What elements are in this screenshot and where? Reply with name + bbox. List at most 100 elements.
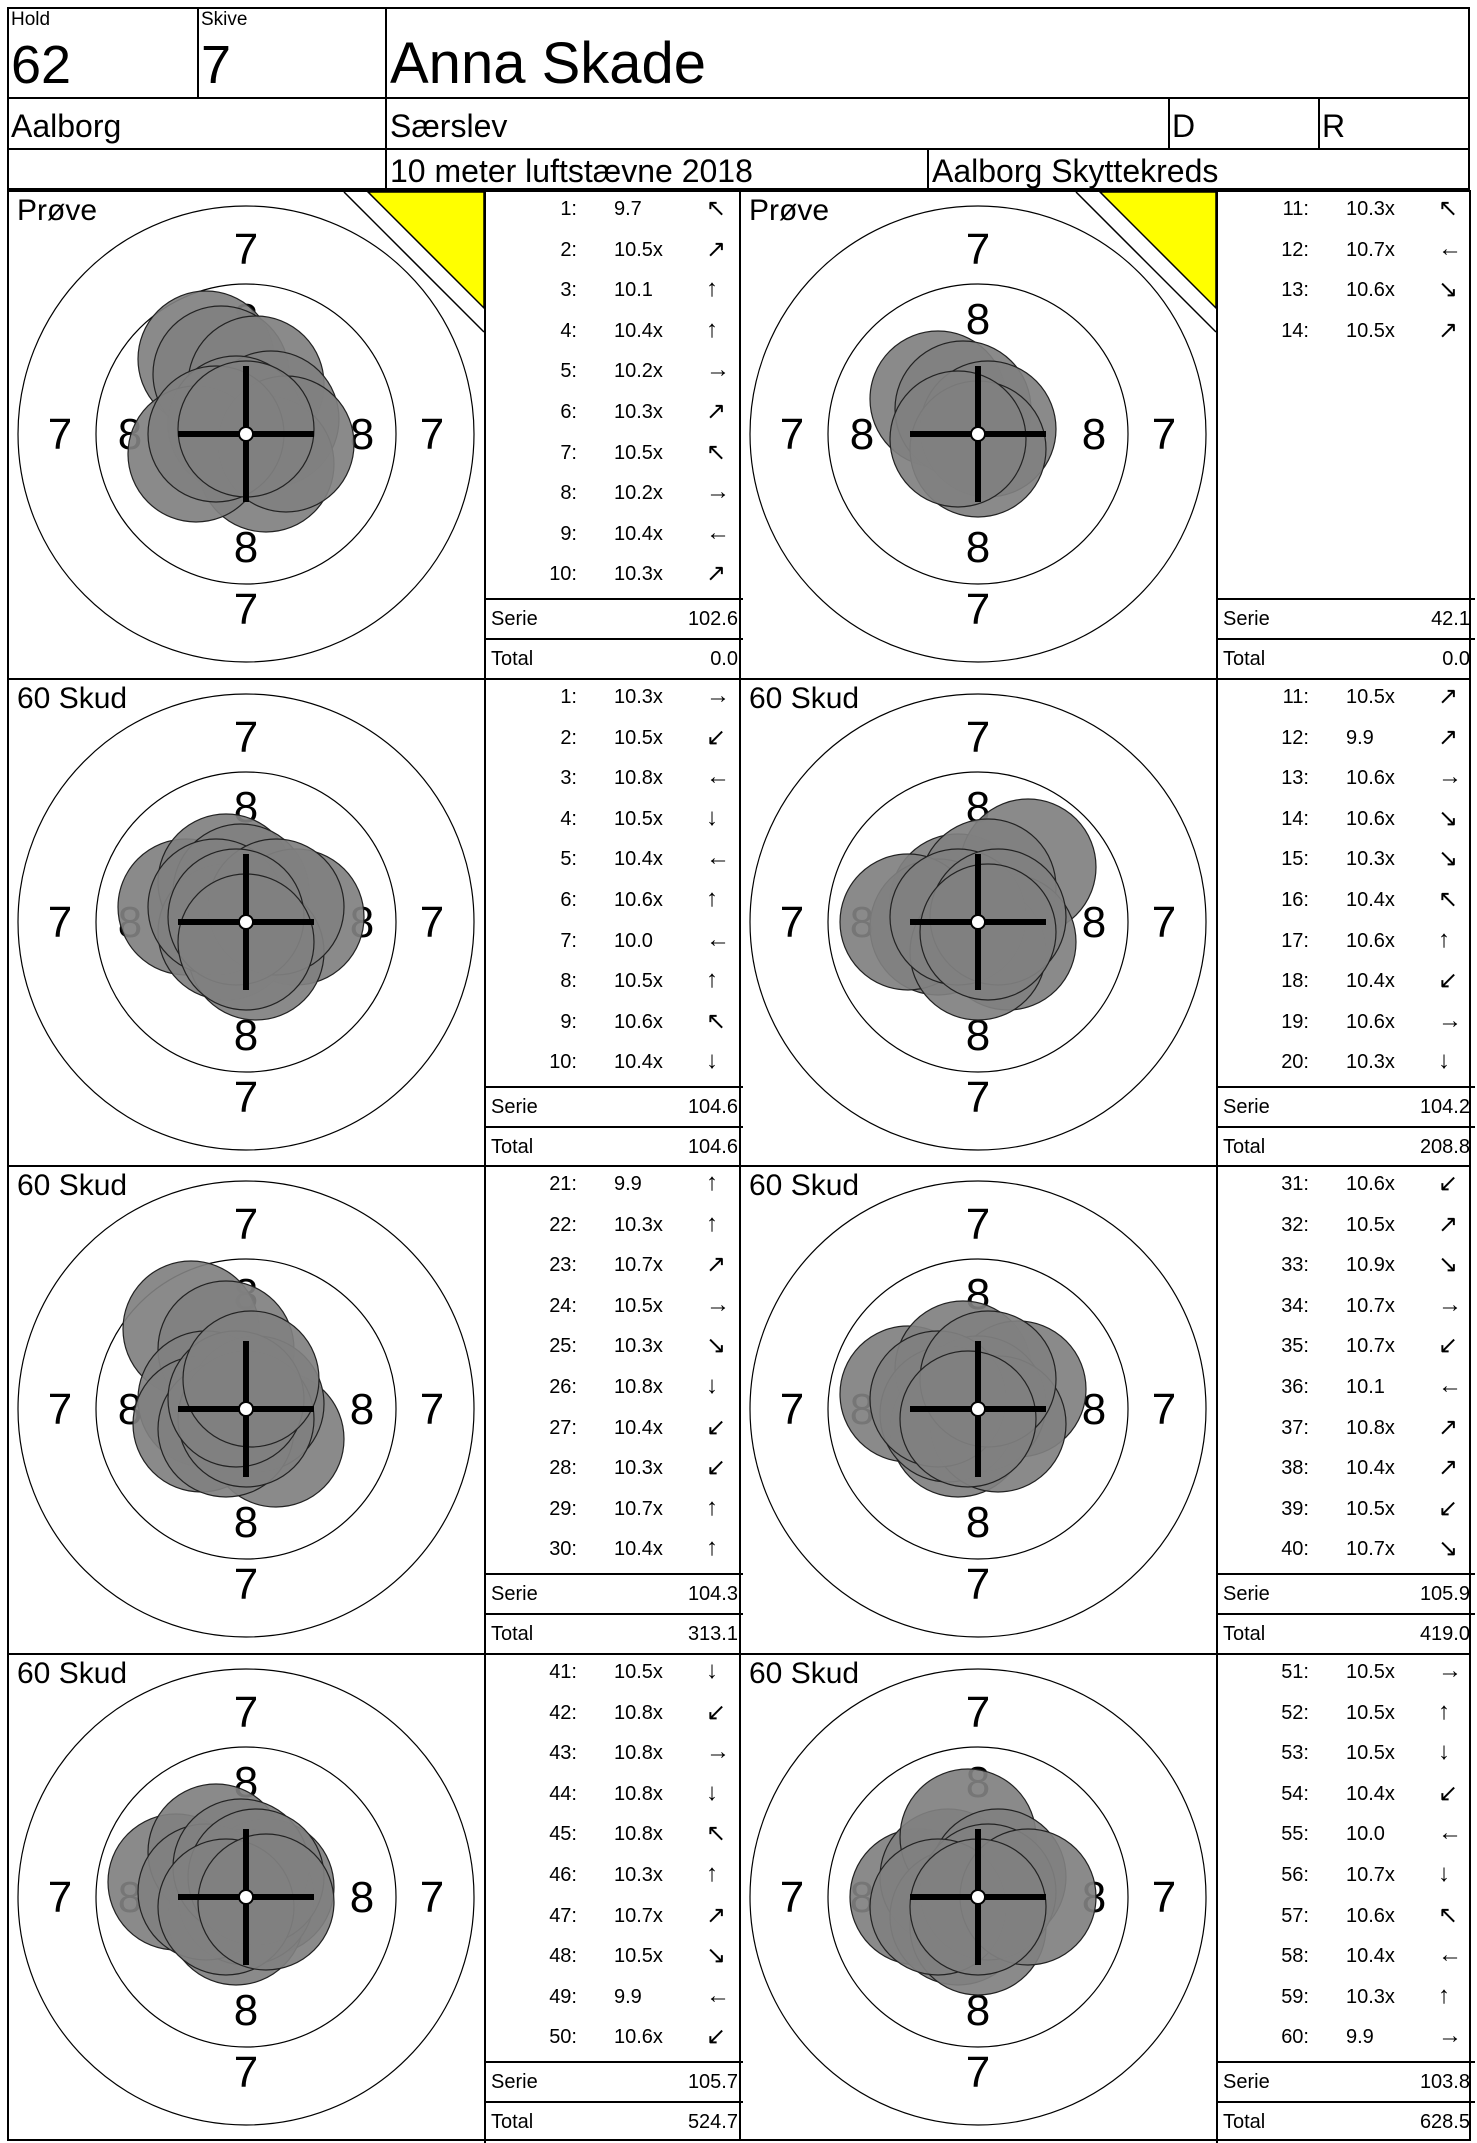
shot-value: 10.5x <box>614 238 663 261</box>
shot-row: 35: 10.7x ↙ <box>1218 1332 1475 1375</box>
shot-number: 60: <box>1281 2026 1309 2049</box>
shot-number: 12: <box>1281 238 1309 261</box>
shot-number: 53: <box>1281 1742 1309 1765</box>
shot-number: 11: <box>1282 198 1309 220</box>
total-row-value: 208.8 <box>1419 1136 1470 1158</box>
shot-row: 11: 10.5x ↗ <box>1218 683 1475 726</box>
shot-value: 10.3x <box>1346 848 1395 871</box>
shot-value: 10.5x <box>1346 1661 1395 1683</box>
ring-label-7: 7 <box>234 585 258 634</box>
shot-hole <box>919 863 1057 1001</box>
shot-value: 10.4x <box>1346 1782 1395 1805</box>
shot-number: 26: <box>549 1376 577 1398</box>
shot-row: 4: 10.4x ↑ <box>486 316 743 360</box>
shot-row: 47: 10.7x ↗ <box>486 1902 743 1945</box>
direction-arrow-icon: ↓ <box>706 1778 718 1806</box>
ring-label-7: 7 <box>420 1873 444 1922</box>
direction-arrow-icon: ↗ <box>1438 316 1459 344</box>
shot-row: 23: 10.7x ↗ <box>486 1251 743 1294</box>
serie-row: Serie 104.6 <box>486 1086 743 1128</box>
ring-label-8: 8 <box>350 1385 374 1434</box>
center-dot <box>970 914 986 930</box>
direction-arrow-icon: → <box>1438 1290 1462 1318</box>
shot-number: 7: <box>560 441 577 464</box>
total-row-label: Total <box>491 1623 534 1645</box>
shot-value: 9.9 <box>1346 2026 1374 2049</box>
shot-number: 22: <box>549 1213 577 1236</box>
shot-number: 7: <box>560 929 577 952</box>
shot-row: 17: 10.6x ↑ <box>1218 926 1475 970</box>
shot-number: 57: <box>1281 1904 1309 1927</box>
shot-row: 45: 10.8x ↖ <box>486 1820 743 1863</box>
shot-value: 10.0 <box>614 929 653 952</box>
ring-label-8: 8 <box>1082 410 1106 459</box>
direction-arrow-icon: ↓ <box>706 1047 718 1075</box>
shot-number: 36: <box>1281 1376 1309 1398</box>
direction-arrow-icon: ↓ <box>706 1657 718 1684</box>
direction-arrow-icon: ↘ <box>1438 276 1459 304</box>
center-dot <box>238 1401 254 1417</box>
direction-arrow-icon: ↙ <box>1438 1170 1459 1197</box>
direction-arrow-icon: ↙ <box>706 1698 727 1726</box>
direction-arrow-icon: ↗ <box>706 1251 727 1279</box>
direction-arrow-icon: ↙ <box>1438 967 1459 995</box>
shot-row: 51: 10.5x → <box>1218 1657 1475 1701</box>
shot-number: 12: <box>1281 726 1309 749</box>
center-dot <box>970 1889 986 1905</box>
serie-row: Serie 102.6 <box>486 598 743 640</box>
panel-label: 60 Skud <box>749 682 860 715</box>
total-row: Total 0.0 <box>486 638 743 680</box>
shot-row: 5: 10.2x → <box>486 356 743 400</box>
shot-row: 8: 10.2x → <box>486 478 743 522</box>
shot-value: 10.5x <box>1346 1497 1395 1520</box>
shot-row: 30: 10.4x ↑ <box>486 1534 743 1578</box>
shot-value: 10.4x <box>1346 1457 1395 1480</box>
ring-label-7: 7 <box>780 1873 804 1922</box>
ring-label-7: 7 <box>966 1200 990 1249</box>
shot-value: 10.0 <box>1346 1823 1385 1846</box>
shot-table: 41: 10.5x ↓ 42: 10.8x ↙ 43: 10.8x → 44: 10.8x ↓ 45: 1… <box>484 1655 743 2143</box>
ring-label-7: 7 <box>780 410 804 459</box>
serie-row-label: Serie <box>491 608 538 630</box>
shot-number: 46: <box>549 1864 577 1886</box>
total-row-label: Total <box>1223 1136 1266 1158</box>
shot-number: 41: <box>549 1661 577 1683</box>
direction-arrow-icon: ↑ <box>706 1209 718 1237</box>
shot-row: 46: 10.3x ↑ <box>486 1860 743 1904</box>
shot-row: 56: 10.7x ↓ <box>1218 1860 1475 1904</box>
shot-row: 12: 10.7x ← <box>1218 235 1475 279</box>
ring-label-7: 7 <box>234 1073 258 1122</box>
serie-row: Serie 104.2 <box>1218 1086 1475 1128</box>
direction-arrow-icon: ← <box>1438 1941 1462 1969</box>
direction-arrow-icon: → <box>1438 2022 1462 2050</box>
hold-value: 62 <box>11 35 72 95</box>
shot-row: 58: 10.4x ← <box>1218 1941 1475 1985</box>
shot-value: 10.4x <box>614 848 663 871</box>
shot-value: 10.4x <box>1346 889 1395 911</box>
shot-row: 20: 10.3x ↓ <box>1218 1047 1475 1091</box>
shot-number: 51: <box>1281 1661 1309 1683</box>
direction-arrow-icon: ↗ <box>706 560 727 588</box>
shot-row: 15: 10.3x ↘ <box>1218 845 1475 888</box>
shot-value: 10.3x <box>614 563 663 586</box>
ring-label-7: 7 <box>1152 1385 1176 1434</box>
direction-arrow-icon: ↑ <box>706 315 718 343</box>
shot-value: 10.6x <box>1346 767 1395 790</box>
shot-number: 19: <box>1281 1010 1309 1033</box>
ring-label-7: 7 <box>48 1873 72 1922</box>
shot-row: 27: 10.4x ↙ <box>486 1414 743 1457</box>
shot-value: 10.5x <box>1346 1701 1395 1724</box>
panel-label: Prøve <box>17 194 98 227</box>
direction-arrow-icon: ↓ <box>1438 1738 1450 1766</box>
shot-row: 12: 9.9 ↗ <box>1218 724 1475 767</box>
target-panel: 7777888860 Skud21:9.9↑22:10.3x↑23:10.7x↗… <box>7 1165 743 1655</box>
shot-row: 10: 10.4x ↓ <box>486 1047 743 1091</box>
shot-number: 59: <box>1281 1985 1309 2008</box>
panel-label: Prøve <box>749 194 830 227</box>
direction-arrow-icon: ↓ <box>1438 1860 1450 1887</box>
target-panel: 7777888860 Skud1:10.3x→2:10.5x↙3:10.8x←4… <box>7 678 743 1168</box>
direction-arrow-icon: ↑ <box>706 275 718 303</box>
direction-arrow-icon: ← <box>706 518 730 546</box>
